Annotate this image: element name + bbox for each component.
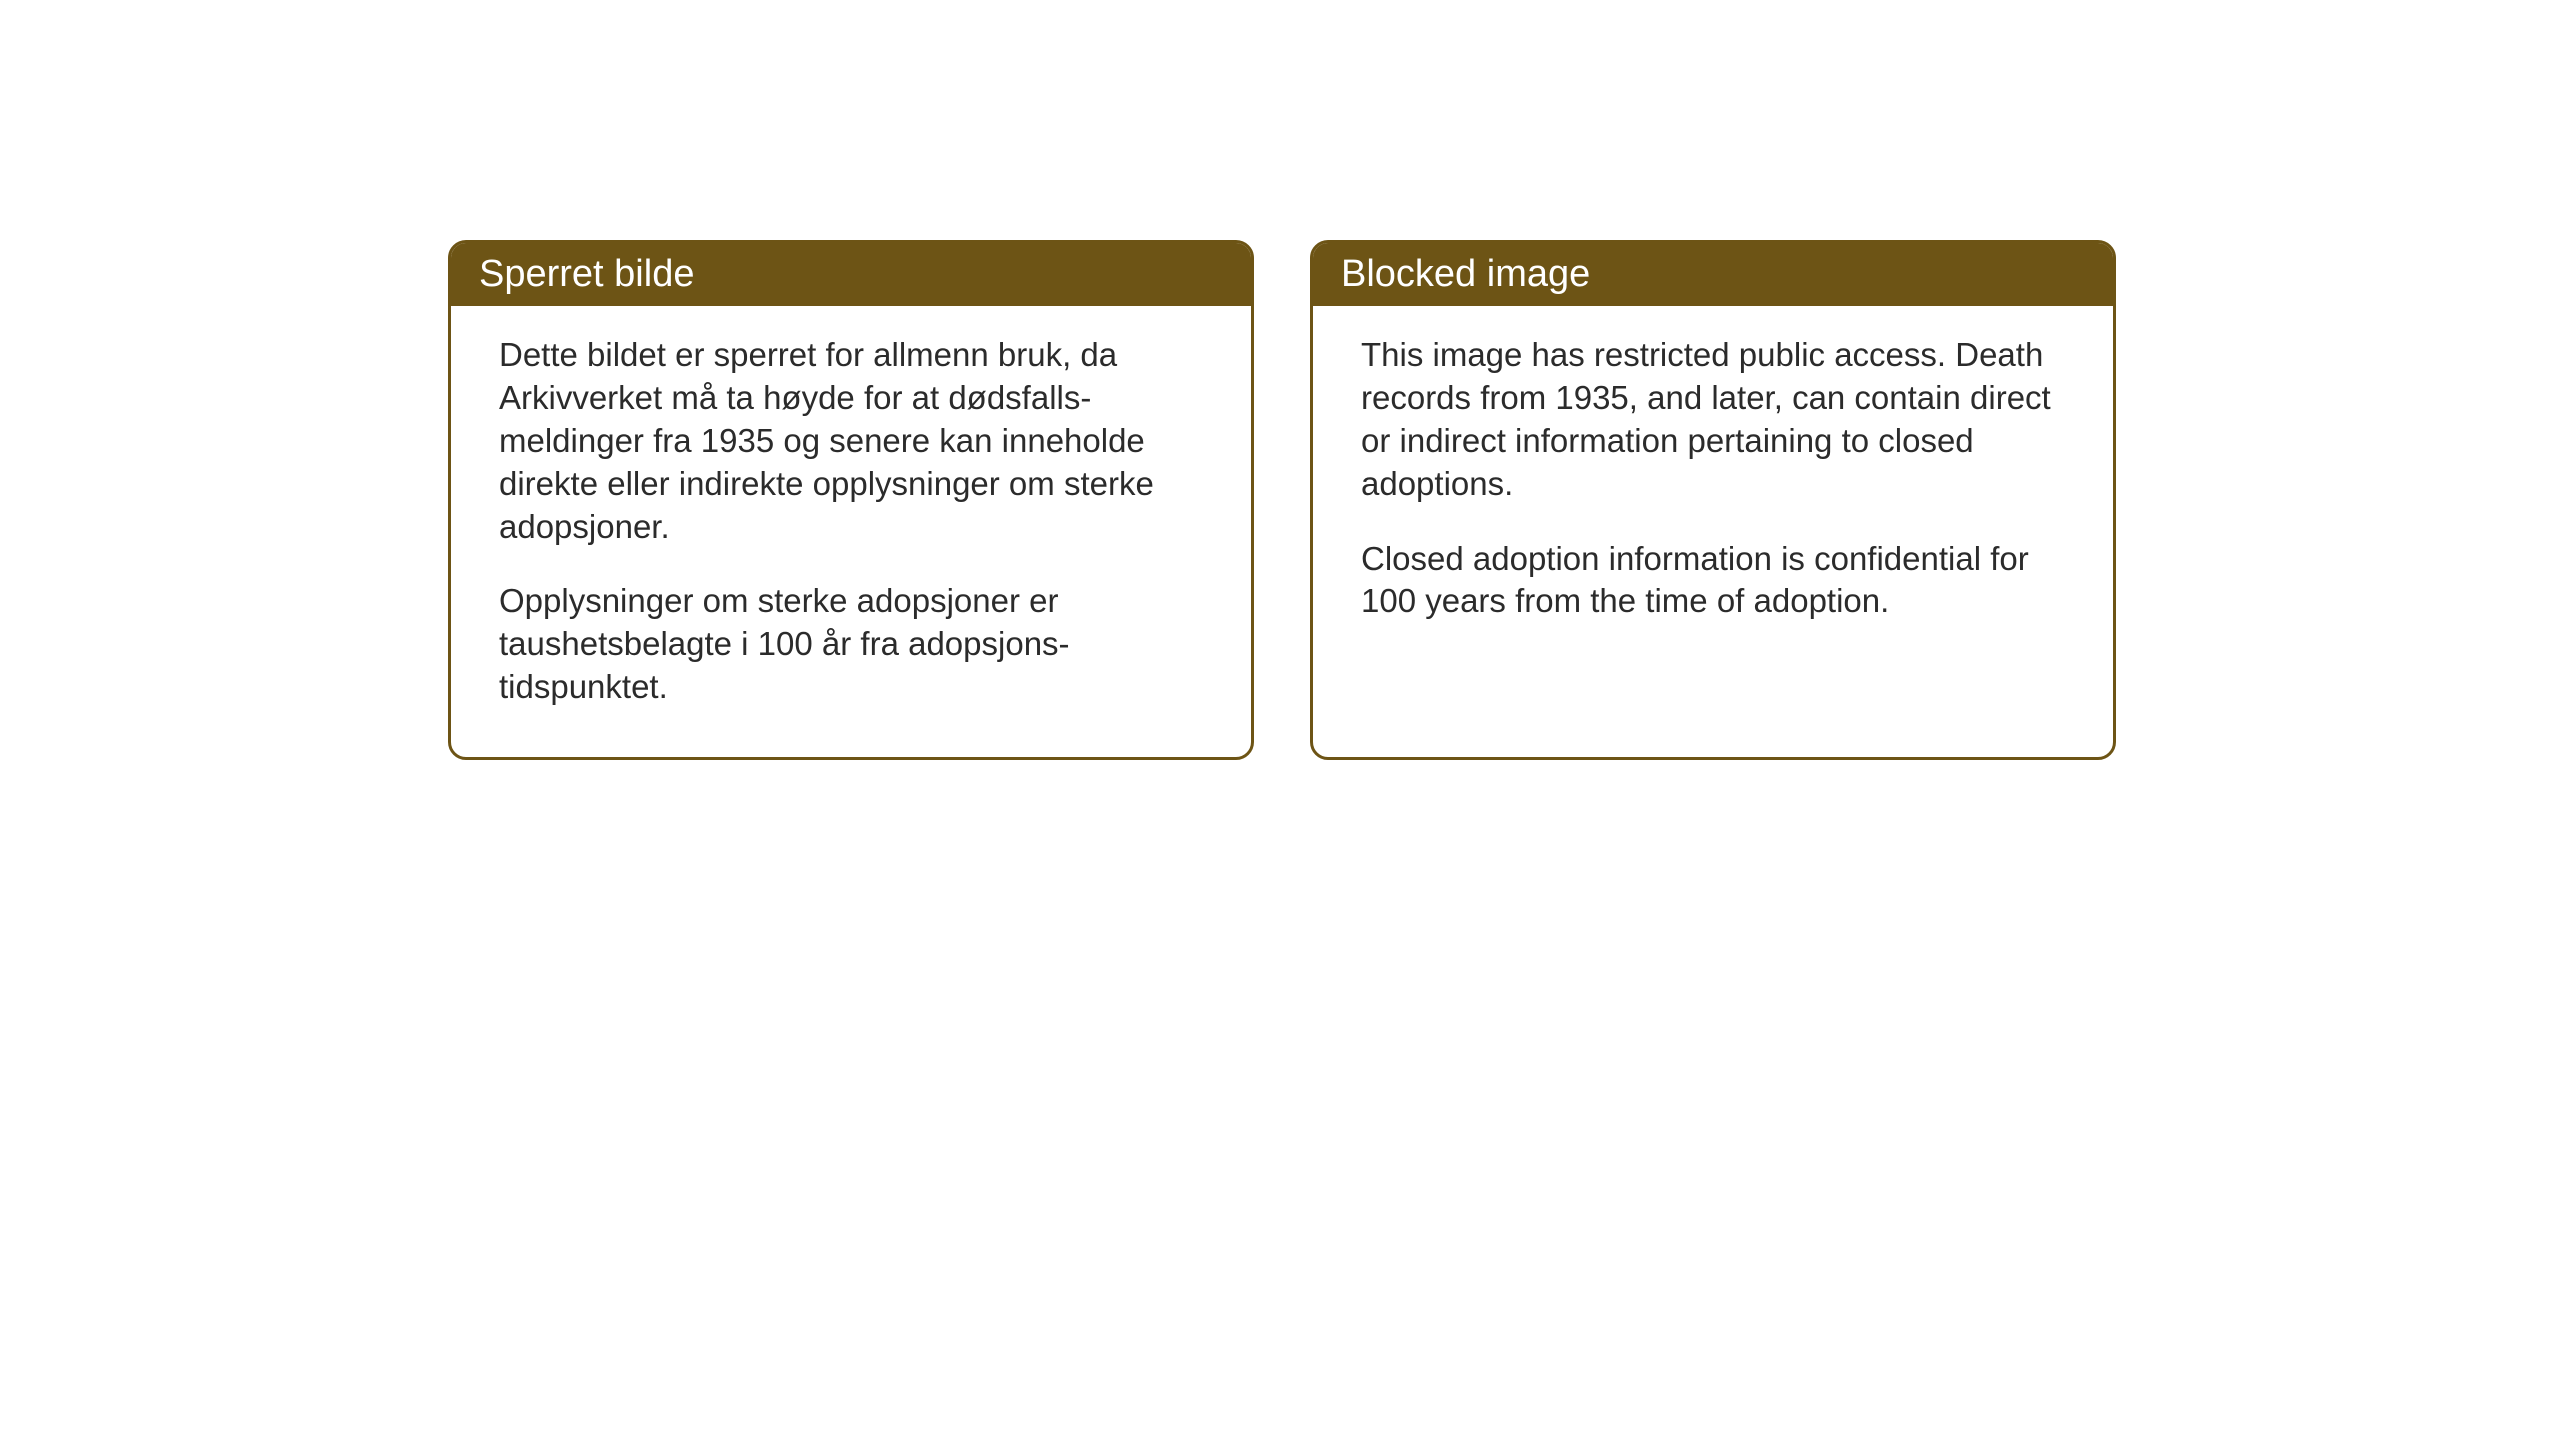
norwegian-paragraph-1: Dette bildet er sperret for allmenn bruk… (499, 334, 1203, 548)
norwegian-card-title: Sperret bilde (451, 243, 1251, 306)
english-paragraph-2: Closed adoption information is confident… (1361, 538, 2065, 624)
norwegian-card-body: Dette bildet er sperret for allmenn bruk… (451, 306, 1251, 757)
english-card-body: This image has restricted public access.… (1313, 306, 2113, 671)
english-card-title: Blocked image (1313, 243, 2113, 306)
english-paragraph-1: This image has restricted public access.… (1361, 334, 2065, 506)
english-card: Blocked image This image has restricted … (1310, 240, 2116, 760)
norwegian-card: Sperret bilde Dette bildet er sperret fo… (448, 240, 1254, 760)
cards-container: Sperret bilde Dette bildet er sperret fo… (448, 240, 2116, 760)
norwegian-paragraph-2: Opplysninger om sterke adopsjoner er tau… (499, 580, 1203, 709)
